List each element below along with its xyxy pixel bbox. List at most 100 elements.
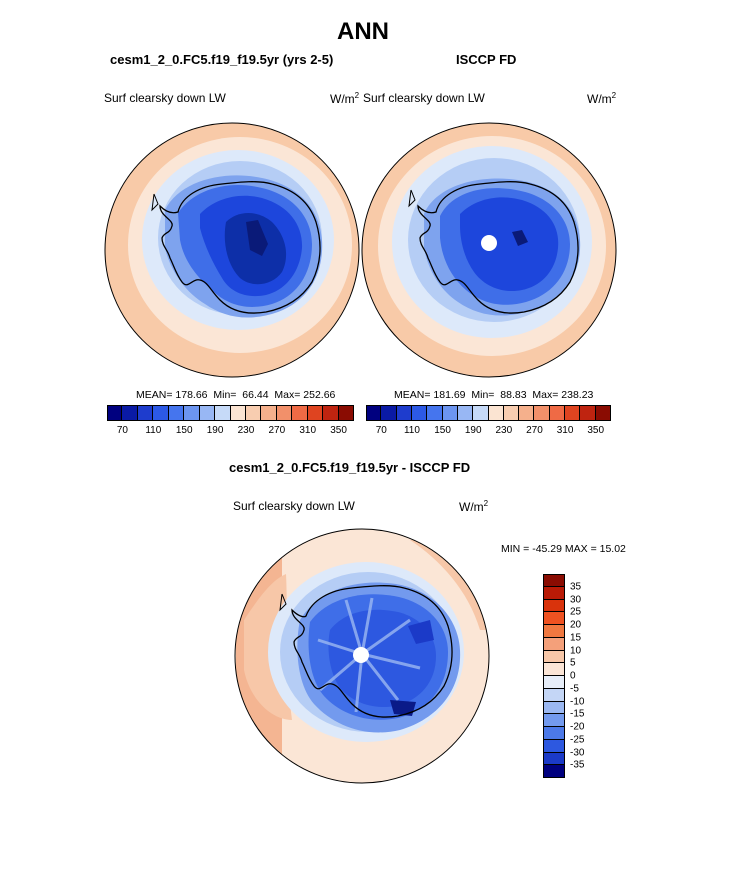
diff-colorbar-swatch (543, 714, 565, 727)
obs-colorbar-tick-label: 350 (587, 425, 605, 436)
obs-colorbar-swatch (549, 405, 566, 421)
model-colorbar-swatch (153, 405, 169, 421)
model-colorbar-tick-label: 270 (268, 425, 286, 436)
model-colorbar-tick-label: 110 (145, 425, 162, 436)
obs-mean-value: 181.69 (433, 389, 466, 401)
obs-colorbar-swatch (580, 405, 596, 421)
diff-colorbar-swatch (543, 586, 565, 600)
model-colorbar-swatch (184, 405, 200, 421)
model-colorbar-tick-label: 350 (330, 425, 347, 436)
obs-colorbar-ticks: 70 110 150 190 230 270 310 350 (366, 425, 611, 437)
model-colorbar-tick-label: 310 (299, 425, 317, 436)
diff-colorbar-ticks: 35 30 25 20 15 10 5 0 -5 -10 -15 -20 -25 -30 -35 (570, 574, 610, 778)
model-variable-label: Surf clearsky down LW (104, 91, 226, 105)
model-colorbar-tick-label: 230 (237, 425, 255, 436)
diff-colorbar-swatch (543, 727, 565, 740)
model-colorbar-swatch (338, 405, 354, 421)
model-min-value: 66.44 (242, 389, 269, 401)
obs-colorbar-swatch (565, 405, 581, 421)
diff-colorbar-tick-label: -5 (570, 683, 579, 695)
diff-colorbar-tick-label: 15 (570, 632, 582, 644)
diff-colorbar (543, 574, 565, 778)
obs-colorbar-swatch (381, 405, 397, 421)
diff-colorbar-tick-label: 10 (570, 645, 582, 656)
obs-variable-label: Surf clearsky down LW (363, 91, 485, 105)
model-mean-value: 178.66 (175, 389, 208, 401)
diff-colorbar-tick-label: -30 (570, 747, 585, 758)
model-colorbar-tick-label: 190 (206, 425, 224, 436)
model-colorbar-tick-label: 70 (116, 425, 128, 436)
obs-stats: MEAN= 181.69 Min= 88.83 Max= 238.23 (394, 389, 594, 401)
diff-units-label: W/m2 (459, 499, 489, 514)
obs-colorbar-tick-label: 310 (556, 425, 574, 436)
obs-colorbar-swatch (488, 405, 504, 421)
obs-colorbar-swatch (411, 405, 428, 421)
model-colorbar-tick-label: 150 (175, 425, 193, 436)
obs-colorbar-swatch (396, 405, 412, 421)
model-colorbar-swatch (107, 405, 123, 421)
model-colorbar-swatch (199, 405, 216, 421)
obs-colorbar-tick-label: 270 (526, 425, 543, 436)
obs-colorbar-swatch (442, 405, 458, 421)
diff-colorbar-swatch (543, 599, 565, 613)
diff-colorbar-tick-label: 35 (570, 581, 582, 593)
obs-colorbar-swatch (457, 405, 474, 421)
obs-colorbar (366, 405, 611, 421)
diff-colorbar-swatch (543, 752, 565, 766)
diff-panel-title: cesm1_2_0.FC5.f19_f19.5yr - ISCCP FD (229, 460, 471, 475)
diff-colorbar-tick-label: -15 (570, 708, 585, 720)
model-colorbar-swatch (323, 405, 339, 421)
diff-colorbar-swatch (543, 625, 565, 638)
obs-min-value: 88.83 (500, 389, 527, 401)
diff-colorbar-swatch (543, 701, 565, 715)
diff-colorbar-swatch (543, 637, 565, 651)
diff-colorbar-swatch (543, 663, 565, 676)
diff-colorbar-tick-label: 0 (570, 670, 576, 682)
obs-colorbar-swatch (519, 405, 535, 421)
diff-colorbar-swatch (543, 574, 565, 587)
diff-variable-label: Surf clearsky down LW (233, 499, 355, 513)
diff-colorbar-swatch (543, 650, 565, 664)
figure-title: ANN (337, 18, 389, 45)
diff-colorbar-tick-label: 25 (570, 606, 582, 618)
diff-colorbar-swatch (543, 676, 565, 689)
obs-colorbar-swatch (366, 405, 382, 421)
model-colorbar-swatch (168, 405, 185, 421)
obs-colorbar-tick-label: 150 (434, 425, 451, 436)
model-panel-title: cesm1_2_0.FC5.f19_f19.5yr (yrs 2-5) (110, 52, 334, 67)
obs-panel-title: ISCCP FD (456, 52, 517, 67)
obs-colorbar-tick-label: 70 (375, 425, 387, 436)
model-colorbar-swatch (292, 405, 308, 421)
diff-colorbar-swatch (543, 688, 565, 702)
diff-colorbar-tick-label: -10 (570, 696, 585, 707)
obs-colorbar-swatch (473, 405, 489, 421)
diff-colorbar-swatch (543, 612, 565, 625)
model-colorbar-swatch (230, 405, 246, 421)
obs-colorbar-tick-label: 230 (495, 425, 513, 436)
model-units-label: W/m2 (330, 91, 360, 106)
diff-colorbar-tick-label: 20 (570, 619, 582, 631)
diff-minmax: MIN = -45.29 MAX = 15.02 (501, 543, 626, 555)
model-colorbar-ticks: 70 110 150 190 230 270 310 350 (107, 425, 354, 437)
obs-colorbar-swatch (503, 405, 520, 421)
model-max-value: 252.66 (303, 389, 336, 401)
diff-colorbar-tick-label: -25 (570, 734, 585, 746)
model-colorbar-swatch (307, 405, 324, 421)
diff-colorbar-swatch (543, 739, 565, 753)
model-colorbar-swatch (137, 405, 154, 421)
obs-colorbar-swatch (595, 405, 611, 421)
model-stats: MEAN= 178.66 Min= 66.44 Max= 252.66 (136, 389, 336, 401)
model-colorbar-swatch (215, 405, 231, 421)
obs-colorbar-swatch (534, 405, 550, 421)
model-colorbar (107, 405, 354, 421)
model-colorbar-swatch (245, 405, 262, 421)
obs-units-label: W/m2 (587, 91, 617, 106)
model-colorbar-swatch (261, 405, 277, 421)
model-colorbar-swatch (122, 405, 138, 421)
diff-colorbar-tick-label: 5 (570, 657, 576, 669)
obs-colorbar-tick-label: 190 (464, 425, 482, 436)
obs-max-value: 238.23 (561, 389, 594, 401)
model-colorbar-swatch (276, 405, 293, 421)
obs-colorbar-tick-label: 110 (403, 425, 420, 436)
